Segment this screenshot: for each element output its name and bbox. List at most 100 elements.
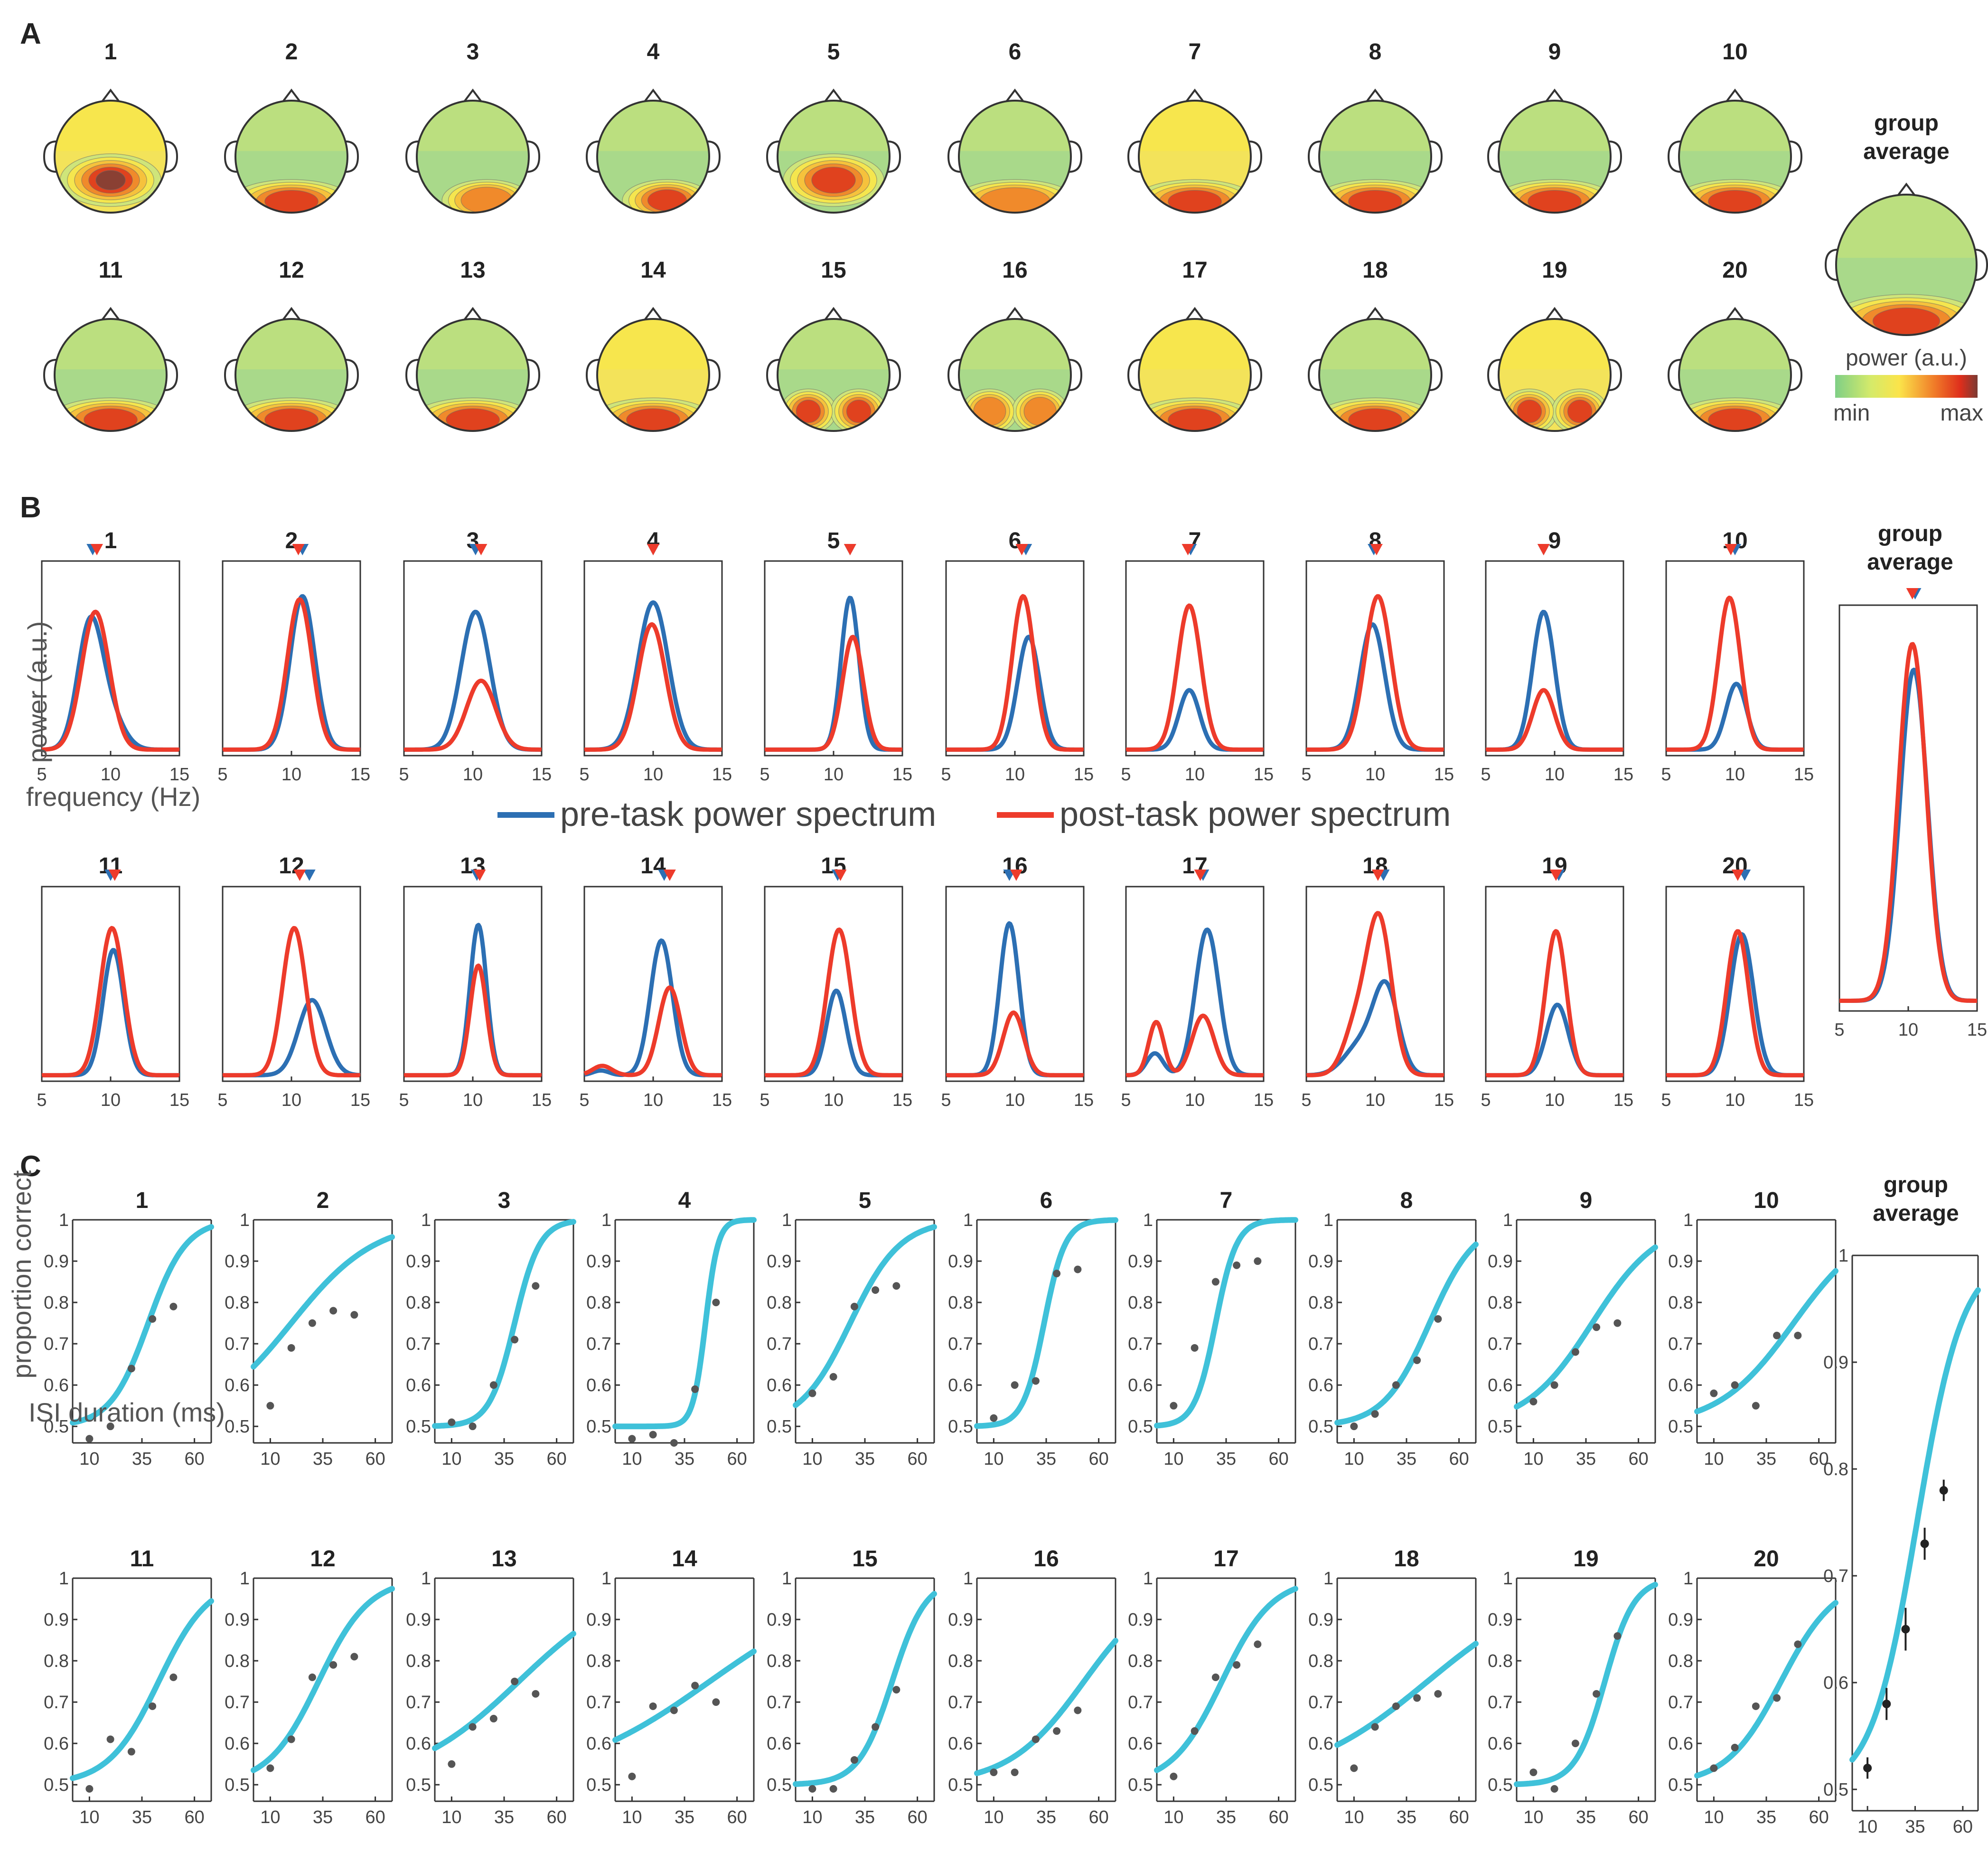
psych-xtick-label: 35 (1397, 1449, 1416, 1469)
topomap-right-ear (887, 359, 901, 391)
psych-ytick-label: 0.8 (225, 1293, 250, 1313)
psych-title: 1 (136, 1188, 149, 1213)
spectrum-tick-label: 5 (217, 765, 227, 785)
topomap-left-ear (1127, 140, 1141, 173)
spectrum-tick-label: 10 (1185, 765, 1205, 785)
spectrum-frame (583, 560, 723, 757)
spectrum-tick-label: 15 (1074, 765, 1094, 785)
topomap-5 (766, 88, 901, 214)
psych-ytick-label: 0.5 (948, 1417, 973, 1437)
topomap-frontal (1319, 101, 1431, 151)
psych-data-point (106, 1422, 114, 1431)
psych-xtick-label: 10 (79, 1807, 99, 1827)
psych-xtick-label: 10 (802, 1807, 822, 1827)
post-spectrum-line (40, 926, 181, 1077)
spectrum-6: 65 10 15 (941, 528, 1094, 785)
spectrum-tick-label: 5 (1301, 765, 1311, 785)
spectrum-frame (403, 560, 543, 757)
psych-ytick-label: 0.7 (948, 1693, 973, 1712)
topomap-outline (1318, 318, 1432, 432)
psych-xtick-label: 60 (1809, 1807, 1829, 1827)
topomap-outline (234, 100, 348, 214)
topomap-field (597, 319, 709, 431)
psych-ytick-label: 0.9 (1488, 1252, 1513, 1272)
psych-title: 3 (498, 1188, 511, 1213)
psych-ytick-label: 0.6 (1308, 1375, 1333, 1395)
spectrum-tick-label: 10 (1545, 765, 1565, 785)
psych-xtick-label: 35 (855, 1449, 875, 1469)
topomap-contour (647, 189, 687, 212)
topomap-right-ear (164, 359, 178, 391)
topomap-title: 19 (1542, 258, 1567, 283)
psych-data-point (127, 1748, 135, 1756)
topomap-field (1499, 101, 1611, 213)
psych-19: 19 0.5 0.6 0.7 0.8 0.9 1 10 35 60 (1488, 1546, 1658, 1827)
psychometric-fit-curve (793, 1591, 937, 1787)
psych-title: 18 (1394, 1546, 1419, 1572)
psych-ytick-label: 0.6 (1668, 1734, 1693, 1754)
psych-ytick-label: 0.9 (767, 1252, 792, 1272)
psych-title: 10 (1754, 1188, 1779, 1213)
post-spectrum-line (583, 622, 723, 752)
spectrum-tick-label: 5 (941, 1090, 951, 1110)
post-peak-marker (1010, 870, 1022, 881)
psychometric-fit-curve (612, 1217, 757, 1430)
psych-ytick-label: 0.6 (767, 1375, 792, 1395)
psych-ytick-label: 1 (963, 1210, 973, 1230)
psych-ytick-label: 0.7 (225, 1693, 250, 1712)
topomap-title: 17 (1182, 258, 1207, 283)
topomap-nose (824, 307, 843, 321)
psych-title: 13 (491, 1546, 516, 1572)
psych-ytick-label: 0.6 (1128, 1734, 1153, 1754)
spectrum-tick-label: 15 (712, 1090, 732, 1110)
psych-xtick-label: 35 (1576, 1449, 1596, 1469)
psych-ytick-label: 0.9 (767, 1610, 792, 1630)
spectrum-tick-label: 15 (1254, 765, 1274, 785)
spectrum-tick-label: 5 (1121, 765, 1131, 785)
psych-data-point (266, 1764, 274, 1772)
psych-xtick-label: 35 (313, 1807, 333, 1827)
topomap-field (1139, 319, 1251, 431)
psychometric-fit-curve (612, 1648, 757, 1743)
topomap-field (1319, 319, 1431, 431)
topomap-3 (405, 88, 541, 214)
spectrum-tick-label: 10 (463, 1090, 483, 1110)
topomap-left-ear (947, 140, 961, 173)
psych-xtick-label: 10 (622, 1449, 642, 1469)
spectrum-tick-label: 5 (1481, 765, 1491, 785)
colorbar-min-label: min (1833, 401, 1870, 426)
psychometric-fit-curve (70, 1224, 214, 1426)
psych-xtick-label: 60 (1268, 1449, 1288, 1469)
topomap-12 (224, 307, 359, 432)
spectrum-10: 105 10 15 (1661, 528, 1814, 785)
psych-ylabel: proportion correct (7, 1170, 37, 1378)
psych-ytick-label: 1 (1503, 1210, 1513, 1230)
psych-xtick-label: 10 (441, 1807, 461, 1827)
psych-xtick-label: 35 (1036, 1449, 1056, 1469)
psych-xtick-label: 35 (132, 1807, 152, 1827)
spectrum-tick-label: 15 (350, 765, 370, 785)
psych-xtick-label: 10 (260, 1449, 280, 1469)
psych-data-point (448, 1418, 456, 1426)
spectrum-tick-label: 10 (1898, 1020, 1918, 1040)
psych-xtick-label: 35 (313, 1449, 333, 1469)
spectrum-tick-label: 5 (217, 1090, 227, 1110)
psych-data-point (670, 1439, 678, 1447)
topomap-left-ear (766, 359, 780, 391)
psych-data-point (1794, 1640, 1802, 1648)
topomap-frontal (1499, 319, 1611, 370)
topomap-right-ear (1429, 140, 1443, 173)
topomap-20 (1667, 307, 1803, 432)
psych-ytick-label: 0.6 (1308, 1734, 1333, 1754)
psych-group-average: 0.5 0.6 0.7 0.8 0.9 1 10 35 60 (1823, 1246, 1981, 1837)
psych-data-point (532, 1282, 540, 1290)
psych-xtick-label: 10 (1704, 1449, 1724, 1469)
psych-xtick-label: 60 (1809, 1449, 1829, 1469)
psych-9: 9 0.5 0.6 0.7 0.8 0.9 1 10 35 60 (1488, 1188, 1658, 1469)
psych-data-point (1731, 1381, 1739, 1389)
psych-ytick-label: 0.7 (1488, 1334, 1513, 1354)
topomap-outline (54, 318, 168, 432)
psych-data-point (1613, 1319, 1622, 1327)
psych-data-point (489, 1381, 497, 1389)
